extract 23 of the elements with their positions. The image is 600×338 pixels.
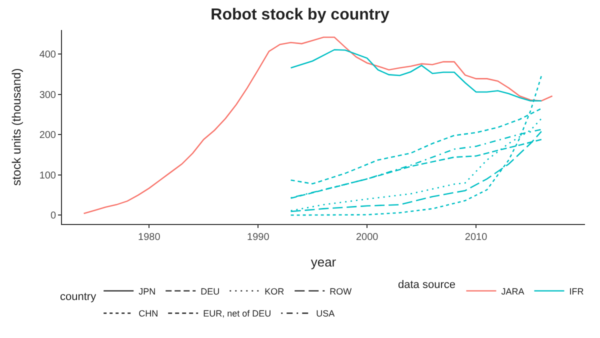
y-tick-label: 0 [50,210,56,222]
text: JARA [501,286,524,296]
y-axis-title: stock units (thousand) [10,68,24,186]
y-tick-label: 100 [39,170,56,182]
chart-title: Robot stock by country [210,6,390,24]
text: IFR [569,286,584,296]
text: KOR [264,286,285,296]
x-tick-label: 2010 [464,232,488,243]
text: ROW [330,286,352,296]
y-tick-label: 400 [39,50,56,61]
x-tick-label: 1990 [247,232,270,243]
x-axis-title: year [310,254,337,270]
text: USA [316,308,335,319]
text: EUR, net of DEU [203,308,272,319]
text: CHN [138,308,158,319]
text: JPN [138,286,156,296]
y-tick-label: 300 [39,90,56,101]
text: DEU [200,286,220,296]
y-tick-label: 200 [39,130,56,142]
text: data source [398,279,456,291]
text: country [60,291,97,303]
x-tick-label: 2000 [356,232,379,243]
x-tick-label: 1980 [138,232,161,243]
